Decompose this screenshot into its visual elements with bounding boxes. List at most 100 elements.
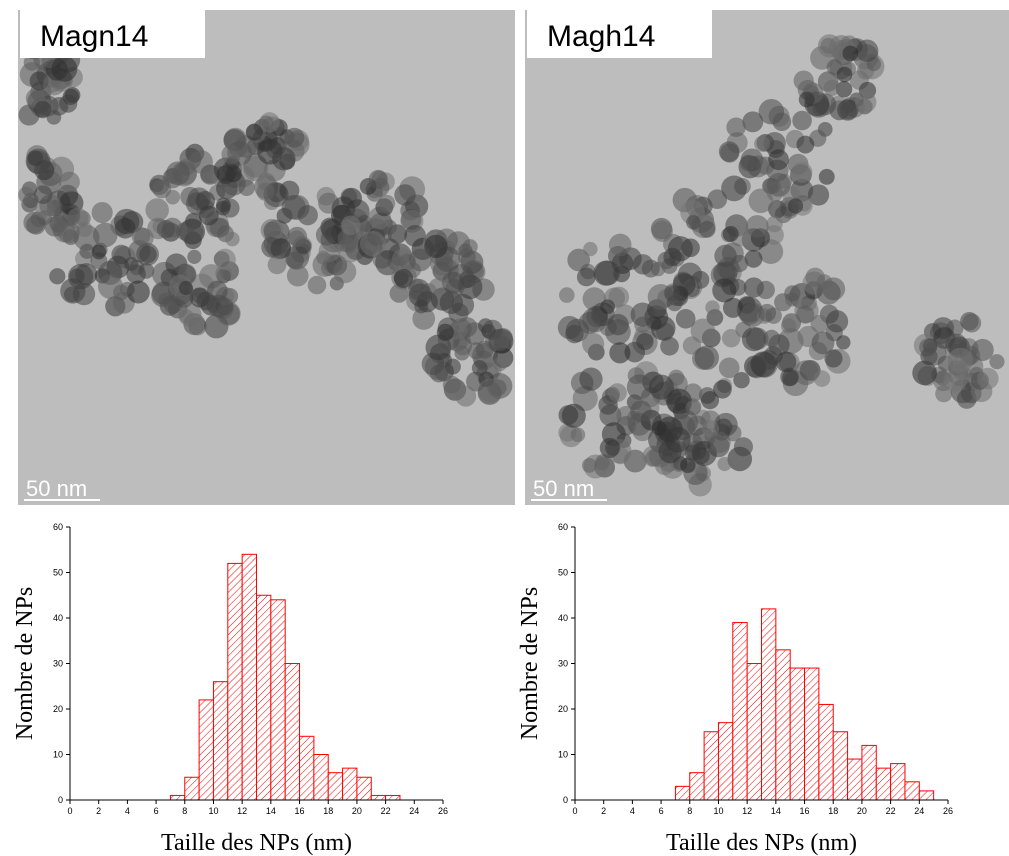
- particle: [651, 220, 673, 242]
- particle: [424, 234, 448, 259]
- particle: [836, 66, 853, 83]
- particle: [447, 264, 474, 290]
- bar: [198, 699, 214, 801]
- particle: [187, 223, 204, 241]
- bar: [169, 794, 186, 801]
- x-tick-label: 22: [886, 806, 896, 816]
- bar: [256, 594, 272, 801]
- bar: [804, 667, 820, 801]
- particle: [341, 215, 361, 236]
- particle: [582, 332, 605, 355]
- bar: [703, 731, 719, 801]
- particle: [855, 39, 879, 63]
- particle: [650, 315, 676, 341]
- particle: [91, 244, 107, 260]
- particle: [444, 358, 461, 375]
- particle: [796, 305, 815, 324]
- particle: [594, 455, 610, 471]
- particle: [114, 217, 136, 239]
- particle: [245, 123, 263, 141]
- particle: [600, 299, 615, 315]
- particle: [758, 98, 785, 125]
- y-tick-label: 60: [53, 522, 63, 532]
- bar: [789, 667, 806, 801]
- particle: [221, 144, 242, 165]
- particle: [558, 405, 579, 425]
- x-tick-label: 0: [67, 806, 72, 816]
- particle: [478, 378, 503, 403]
- bar: [717, 722, 734, 801]
- particle: [145, 198, 169, 222]
- particle: [811, 331, 835, 355]
- particle: [768, 149, 789, 171]
- particle: [798, 91, 815, 108]
- y-tick-label: 40: [53, 613, 63, 623]
- y-tick-label: 60: [558, 522, 568, 532]
- y-tick-label: 40: [558, 613, 568, 623]
- particle: [608, 233, 632, 257]
- particle: [318, 240, 341, 263]
- particle: [214, 248, 236, 271]
- bar: [904, 781, 920, 801]
- bar: [861, 744, 877, 801]
- particle: [408, 278, 430, 301]
- particle: [977, 367, 999, 390]
- particle: [284, 127, 305, 148]
- particle: [805, 267, 825, 288]
- particle: [198, 205, 219, 226]
- particle: [636, 333, 654, 351]
- particle: [780, 318, 797, 334]
- particle: [368, 169, 388, 190]
- particle: [700, 391, 720, 410]
- particle: [286, 264, 309, 287]
- bar: [732, 622, 748, 801]
- bar: [818, 703, 834, 801]
- particle: [442, 375, 461, 394]
- particle: [320, 260, 337, 277]
- particle: [813, 370, 831, 387]
- particle: [378, 194, 396, 212]
- particle: [570, 427, 586, 443]
- particle: [721, 328, 741, 348]
- particle: [660, 336, 679, 356]
- particle: [267, 255, 287, 275]
- particle: [178, 280, 193, 295]
- particle: [762, 329, 781, 347]
- particle: [436, 323, 454, 341]
- scale-bar-label: 50 nm: [26, 476, 87, 501]
- bar: [847, 758, 863, 801]
- particle: [607, 313, 629, 336]
- particle: [775, 351, 797, 373]
- bar: [918, 790, 935, 801]
- bar: [370, 794, 387, 801]
- bar: [875, 767, 892, 801]
- particle: [287, 226, 308, 247]
- x-tick-label: 4: [630, 806, 635, 816]
- bar: [313, 754, 329, 801]
- particle: [810, 314, 829, 333]
- particle: [565, 324, 584, 344]
- particle: [855, 91, 877, 113]
- x-tick-label: 0: [572, 806, 577, 816]
- bar: [385, 794, 401, 801]
- particle: [666, 295, 683, 312]
- bar: [761, 608, 777, 801]
- particle: [626, 374, 653, 401]
- particle: [718, 141, 740, 162]
- particle: [726, 117, 746, 137]
- particle: [578, 311, 601, 334]
- bar: [356, 776, 372, 801]
- bar: [270, 599, 286, 801]
- particle: [599, 437, 620, 458]
- x-axis-label: Taille des NPs (nm): [161, 830, 352, 856]
- x-tick-label: 26: [438, 806, 448, 816]
- particle: [837, 99, 859, 121]
- particle: [27, 150, 43, 166]
- particle: [912, 360, 937, 386]
- y-tick-label: 0: [58, 795, 63, 805]
- particle: [33, 185, 53, 205]
- x-tick-label: 26: [943, 806, 953, 816]
- particle: [187, 249, 202, 264]
- particle: [658, 440, 682, 464]
- particle: [195, 190, 216, 211]
